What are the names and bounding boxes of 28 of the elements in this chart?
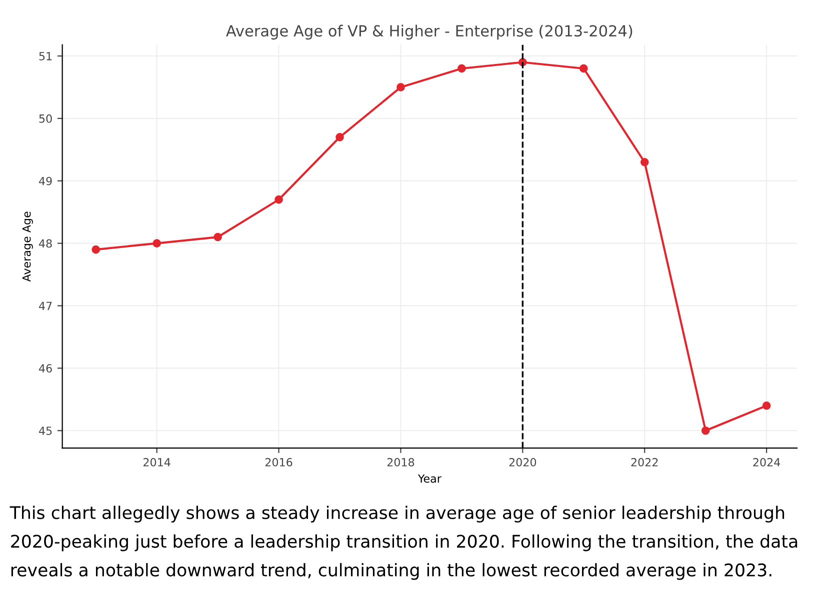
y-tick-label: 50 — [39, 114, 52, 123]
point — [152, 239, 161, 248]
point — [274, 195, 283, 204]
point — [701, 426, 710, 435]
y-axis-title: Average Age — [22, 212, 33, 282]
point — [214, 232, 222, 242]
y-tick-label: 48 — [39, 239, 52, 248]
y-tick-label: 45 — [39, 426, 52, 435]
x-tick-label: 2024 — [753, 458, 780, 466]
y-tick-label: 49 — [39, 176, 52, 186]
x-tick-label: 2020 — [509, 458, 536, 466]
x-tick-label: 2014 — [144, 458, 170, 466]
y-tick-label: 47 — [39, 302, 52, 310]
text: This chart allegedly shows a steady increase in average age of senior leadership through 2020-peaking just before a leadership transition in 2020. Following the transition, the data reveals a notable downward trend, culminating in the lowest recorded average in 2023. — [10, 506, 798, 580]
point — [396, 83, 405, 92]
point — [762, 401, 771, 410]
point — [579, 64, 588, 73]
chart-title: Average Age of VP & Higher - Enterprise (2013-2024) — [226, 24, 632, 40]
x-tick-label: 2016 — [265, 458, 292, 466]
x-axis-title: Year — [418, 474, 442, 483]
point — [458, 64, 466, 73]
point — [640, 158, 649, 166]
x-tick-label: 2018 — [387, 458, 414, 466]
y-tick-label: 46 — [39, 364, 52, 373]
x-tick-label: 2022 — [631, 458, 658, 466]
point — [92, 245, 100, 254]
y-tick-label: 51 — [39, 52, 52, 60]
point — [336, 132, 344, 142]
